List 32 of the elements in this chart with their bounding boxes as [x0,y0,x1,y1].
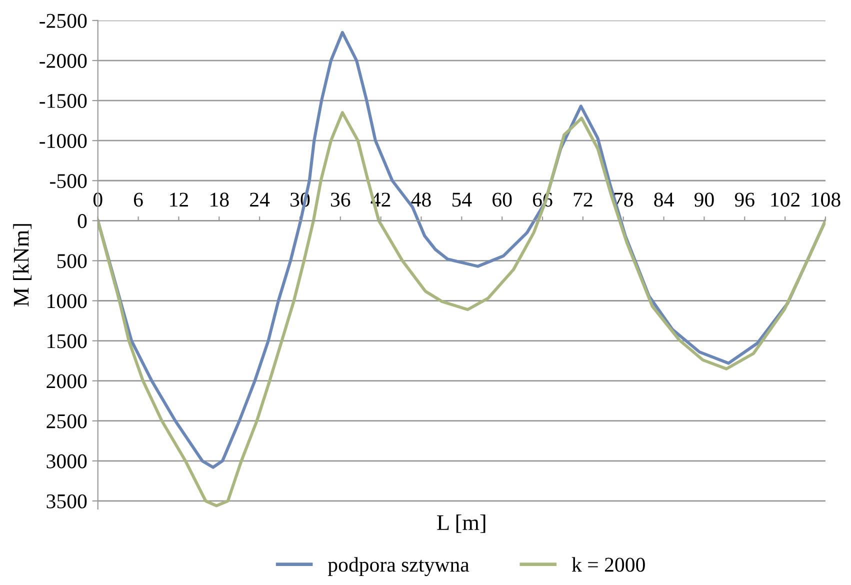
y-tick-label: -2500 [40,14,87,28]
x-tick-label: 84 [654,192,674,207]
x-tick-label: 102 [771,192,800,207]
y-tick-label: -2000 [40,54,87,68]
y-tick-label: 1000 [48,294,87,308]
y-tick-label: 3000 [46,454,87,468]
y-tick-label: 1500 [48,334,87,348]
x-tick-label: 90 [694,192,714,207]
x-tick-label: 12 [170,192,188,207]
x-tick-label: 96 [734,192,754,207]
y-axis-title: M [kNm] [13,224,32,306]
x-tick-label: 48 [411,192,431,207]
x-tick-label: 60 [492,192,512,207]
y-tick-label: 0 [78,214,87,228]
y-tick-label: -1000 [40,134,87,148]
y-tick-label: 3500 [46,494,87,508]
x-tick-label: 0 [93,192,102,207]
x-tick-label: 72 [574,192,592,207]
y-tick-label: -1500 [40,94,87,108]
x-tick-label: 6 [134,192,143,207]
y-tick-label: 2500 [46,414,87,428]
y-tick-label: 2000 [46,374,87,388]
x-tick-label: 54 [452,192,472,207]
legend-label: k = 2000 [572,557,645,572]
y-tick-label: -500 [50,174,87,188]
y-tick-label: 500 [57,254,87,268]
legend-label: podpora sztywna [328,557,470,576]
x-tick-label: 36 [330,192,350,207]
x-tick-label: 24 [250,192,270,207]
x-tick-label: 18 [210,192,229,207]
x-axis-title: L [m] [437,514,486,533]
x-tick-label: 108 [812,192,840,207]
